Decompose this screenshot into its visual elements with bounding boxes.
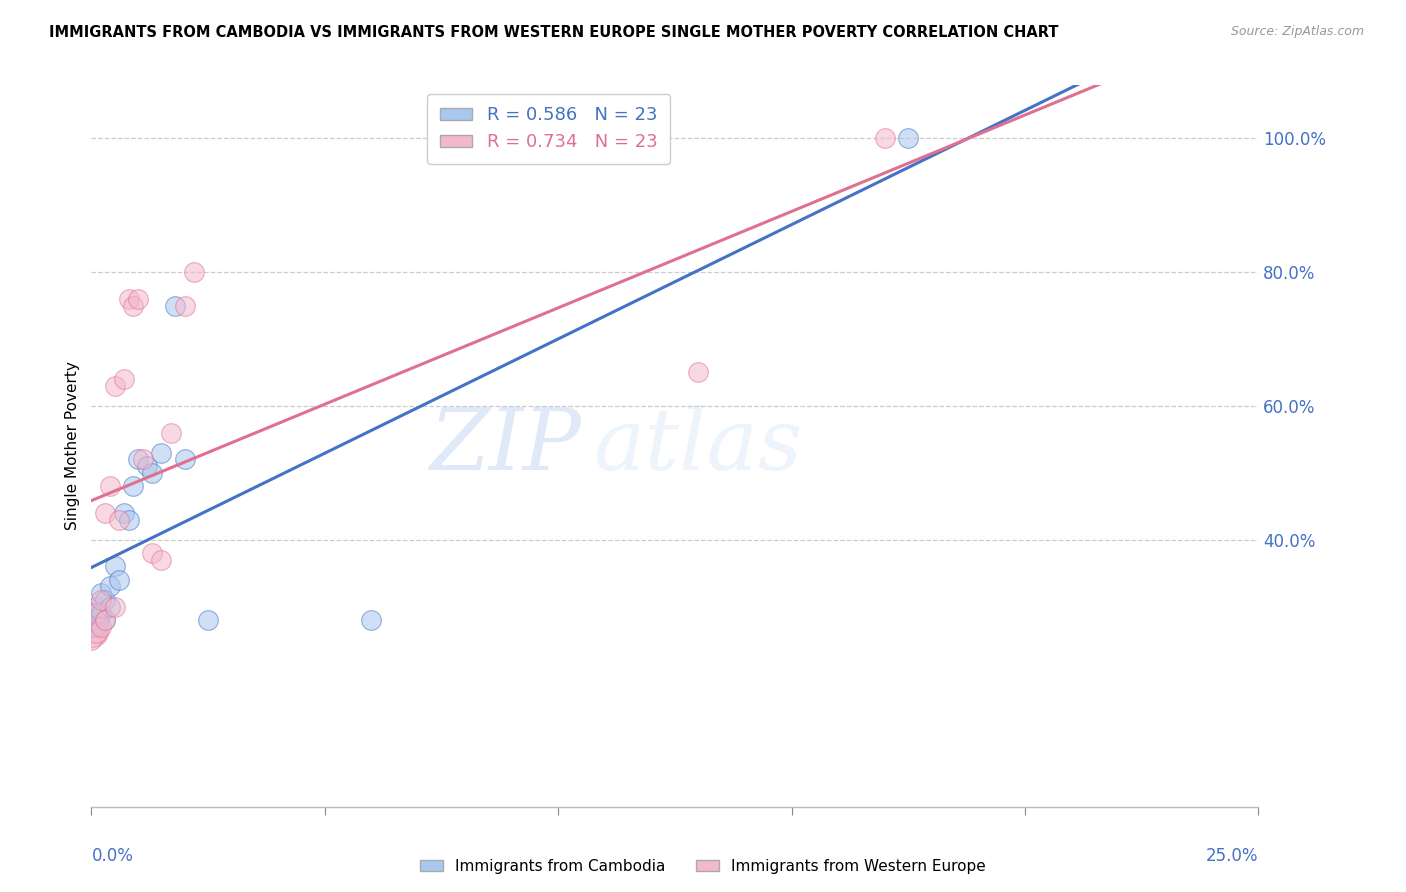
- Text: 0.0%: 0.0%: [91, 847, 134, 865]
- Point: [104, 559, 127, 574]
- Point: [84, 626, 107, 640]
- Point: [150, 446, 173, 460]
- Point: [80, 613, 103, 627]
- Text: Source: ZipAtlas.com: Source: ZipAtlas.com: [1230, 25, 1364, 38]
- Point: [94, 613, 117, 627]
- Y-axis label: Single Mother Poverty: Single Mother Poverty: [65, 361, 80, 531]
- Point: [98, 580, 121, 594]
- Point: [360, 613, 382, 627]
- Point: [94, 593, 117, 607]
- Point: [141, 466, 163, 480]
- Point: [80, 633, 103, 648]
- Point: [84, 620, 107, 634]
- Point: [112, 506, 135, 520]
- Point: [90, 593, 112, 607]
- Point: [132, 452, 155, 467]
- Text: 25.0%: 25.0%: [1206, 847, 1258, 865]
- Point: [122, 479, 145, 493]
- Text: IMMIGRANTS FROM CAMBODIA VS IMMIGRANTS FROM WESTERN EUROPE SINGLE MOTHER POVERTY: IMMIGRANTS FROM CAMBODIA VS IMMIGRANTS F…: [49, 25, 1059, 40]
- Point: [118, 512, 141, 526]
- Point: [173, 299, 195, 313]
- Point: [94, 506, 117, 520]
- Point: [122, 299, 145, 313]
- Text: atlas: atlas: [593, 405, 803, 487]
- Point: [104, 599, 127, 614]
- Point: [159, 425, 181, 440]
- Point: [165, 299, 187, 313]
- Point: [688, 366, 710, 380]
- Point: [127, 452, 149, 467]
- Text: ZIP: ZIP: [430, 405, 582, 487]
- Point: [127, 292, 149, 306]
- Point: [173, 452, 195, 467]
- Point: [873, 131, 896, 145]
- Point: [80, 623, 103, 637]
- Legend: Immigrants from Cambodia, Immigrants from Western Europe: Immigrants from Cambodia, Immigrants fro…: [413, 853, 993, 880]
- Point: [84, 599, 107, 614]
- Point: [90, 620, 112, 634]
- Point: [90, 586, 112, 600]
- Legend: R = 0.586   N = 23, R = 0.734   N = 23: R = 0.586 N = 23, R = 0.734 N = 23: [427, 94, 671, 164]
- Point: [112, 372, 135, 386]
- Point: [84, 607, 107, 621]
- Point: [136, 459, 159, 474]
- Point: [108, 573, 131, 587]
- Point: [80, 613, 103, 627]
- Point: [108, 512, 131, 526]
- Point: [94, 613, 117, 627]
- Point: [118, 292, 141, 306]
- Point: [141, 546, 163, 560]
- Point: [98, 599, 121, 614]
- Point: [150, 553, 173, 567]
- Point: [104, 379, 127, 393]
- Point: [197, 613, 219, 627]
- Point: [98, 479, 121, 493]
- Point: [183, 265, 205, 279]
- Point: [897, 131, 920, 145]
- Point: [90, 607, 112, 621]
